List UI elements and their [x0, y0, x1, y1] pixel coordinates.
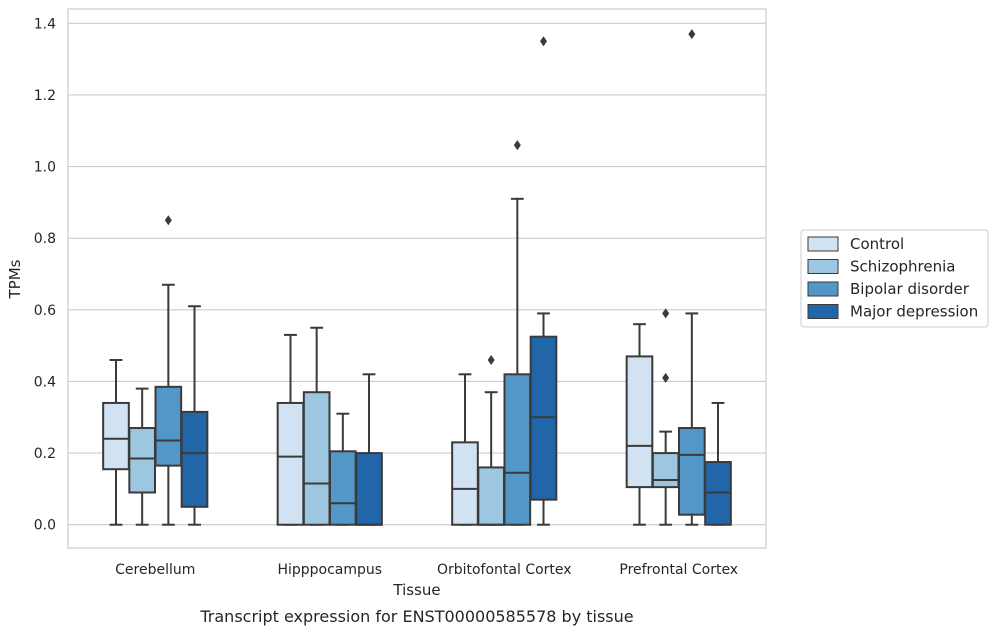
box-1-2: [276, 333, 305, 526]
outlier-point: [513, 140, 521, 151]
legend-swatch: [807, 236, 839, 252]
box-body: [302, 391, 331, 526]
box-4-2: [355, 373, 383, 526]
legend-swatch: [807, 304, 839, 319]
y-tick-label: 0.6: [34, 303, 56, 319]
y-tick-label: 0.2: [34, 446, 56, 462]
legend-label: Control: [850, 235, 904, 253]
box-3-1: [154, 215, 183, 526]
x-tick-label: Prefrontal Cortex: [619, 562, 738, 578]
x-ticks: Cerebellum Hipppocampus Orbitofontal Corte…: [115, 562, 738, 578]
y-ticks: 0.0 0.2 0.4 0.6 0.8 1.0 1.2 1.4: [34, 16, 56, 533]
plot-frame: [67, 8, 767, 549]
box-body: [451, 441, 479, 526]
box-body: [678, 427, 706, 516]
y-tick-label: 0.0: [34, 518, 56, 534]
box-1-4: [625, 323, 654, 526]
legend-label: Major depression: [850, 303, 978, 321]
outlier-point: [164, 215, 172, 226]
box-2-2: [302, 326, 331, 526]
chart-caption: Transcript expression for ENST0000058557…: [199, 607, 633, 626]
legend-frame: [800, 229, 989, 328]
y-tick-label: 0.4: [34, 374, 56, 390]
outlier-point: [662, 372, 670, 383]
legend-label: Schizophrenia: [850, 258, 955, 276]
x-axis-label: Tissue: [392, 581, 440, 599]
y-tick-label: 1.0: [34, 160, 56, 176]
box-body: [477, 466, 505, 526]
x-tick-label: Orbitofontal Cortex: [437, 562, 572, 578]
box-body: [102, 401, 130, 471]
box-body: [355, 452, 383, 526]
y-tick-label: 1.4: [34, 16, 56, 32]
outlier-point: [540, 36, 548, 47]
box-body: [329, 450, 357, 526]
box-body: [503, 373, 532, 526]
box-4-1: [180, 305, 209, 526]
box-4-3: [529, 36, 558, 526]
outlier-point: [688, 29, 696, 40]
y-tick-label: 1.2: [34, 88, 56, 104]
boxes: [102, 29, 732, 526]
legend-swatch: [807, 281, 839, 297]
outlier-point: [662, 308, 670, 319]
box-2-1: [128, 387, 156, 526]
box-body: [276, 401, 305, 526]
y-axis-label: TPMs: [6, 259, 24, 299]
legend-label: Bipolar disorder: [850, 280, 970, 298]
box-body: [180, 410, 209, 508]
legend-swatch: [807, 259, 839, 274]
y-tick-label: 0.8: [34, 231, 56, 247]
box-2-4: [651, 308, 680, 526]
box-body: [651, 452, 680, 489]
box-1-1: [102, 358, 130, 526]
x-tick-label: Hipppocampus: [277, 562, 382, 578]
legend: Control Schizophrenia Bipolar disorder Majo…: [800, 229, 989, 328]
box-4-4: [704, 401, 732, 526]
box-body: [154, 385, 183, 467]
box-body: [625, 355, 654, 489]
outlier-point: [487, 354, 495, 365]
box-2-3: [477, 354, 505, 526]
x-tick-label: Cerebellum: [115, 562, 195, 578]
box-body: [128, 427, 156, 494]
box-1-3: [451, 373, 479, 526]
